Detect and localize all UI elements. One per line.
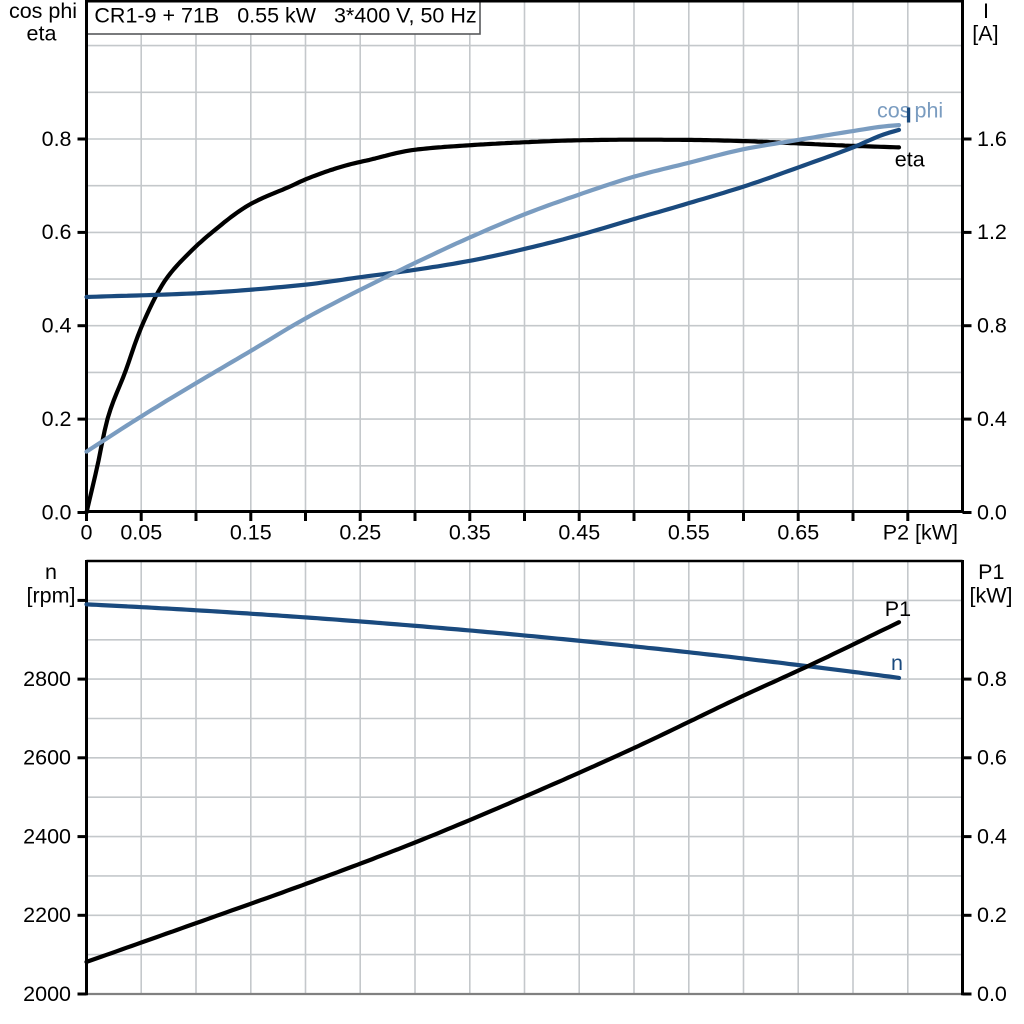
svg-text:0.8: 0.8 xyxy=(977,314,1007,338)
svg-text:0.65: 0.65 xyxy=(777,521,819,545)
svg-text:2200: 2200 xyxy=(23,903,71,927)
svg-text:[kW]: [kW] xyxy=(970,583,1013,607)
svg-text:0.15: 0.15 xyxy=(230,521,272,545)
svg-text:0.2: 0.2 xyxy=(42,407,72,431)
svg-text:0.4: 0.4 xyxy=(977,407,1007,431)
svg-text:n: n xyxy=(891,651,903,675)
svg-text:P2 [kW]: P2 [kW] xyxy=(883,521,958,545)
svg-text:0: 0 xyxy=(81,521,93,545)
svg-text:2600: 2600 xyxy=(23,746,71,770)
svg-text:2000: 2000 xyxy=(23,982,71,1006)
svg-text:0.0: 0.0 xyxy=(977,500,1007,524)
svg-text:2400: 2400 xyxy=(23,824,71,848)
svg-text:I: I xyxy=(983,0,989,23)
svg-text:n: n xyxy=(45,560,57,584)
svg-text:[rpm]: [rpm] xyxy=(27,584,76,608)
svg-text:0.4: 0.4 xyxy=(977,824,1007,848)
svg-text:0.6: 0.6 xyxy=(977,746,1007,770)
svg-text:eta: eta xyxy=(895,148,925,172)
svg-text:0.55: 0.55 xyxy=(668,521,710,545)
svg-text:1.6: 1.6 xyxy=(977,127,1007,151)
svg-text:P1: P1 xyxy=(978,560,1004,584)
svg-text:0.4: 0.4 xyxy=(42,314,72,338)
svg-text:0.6: 0.6 xyxy=(42,220,72,244)
svg-text:0.0: 0.0 xyxy=(42,500,72,524)
svg-text:CR1-9 + 71B 0.55 kW 3*400: CR1-9 + 71B 0.55 kW 3*400 V, 50 Hz xyxy=(94,3,476,27)
svg-text:[A]: [A] xyxy=(972,22,998,46)
svg-text:eta: eta xyxy=(27,21,57,45)
svg-text:P1: P1 xyxy=(885,597,911,621)
svg-text:0.05: 0.05 xyxy=(120,521,162,545)
svg-text:0.8: 0.8 xyxy=(977,667,1007,691)
svg-text:0.0: 0.0 xyxy=(977,982,1007,1006)
svg-text:0.45: 0.45 xyxy=(558,521,600,545)
svg-text:0.35: 0.35 xyxy=(449,521,491,545)
svg-text:1.2: 1.2 xyxy=(977,220,1007,244)
svg-text:0.2: 0.2 xyxy=(977,903,1007,927)
svg-text:cos: cos xyxy=(877,99,910,123)
svg-text:0.8: 0.8 xyxy=(42,127,72,151)
svg-text:0.25: 0.25 xyxy=(339,521,381,545)
svg-text:2800: 2800 xyxy=(23,667,71,691)
svg-text:phi: phi xyxy=(915,99,944,123)
svg-text:cos phi: cos phi xyxy=(9,0,77,23)
